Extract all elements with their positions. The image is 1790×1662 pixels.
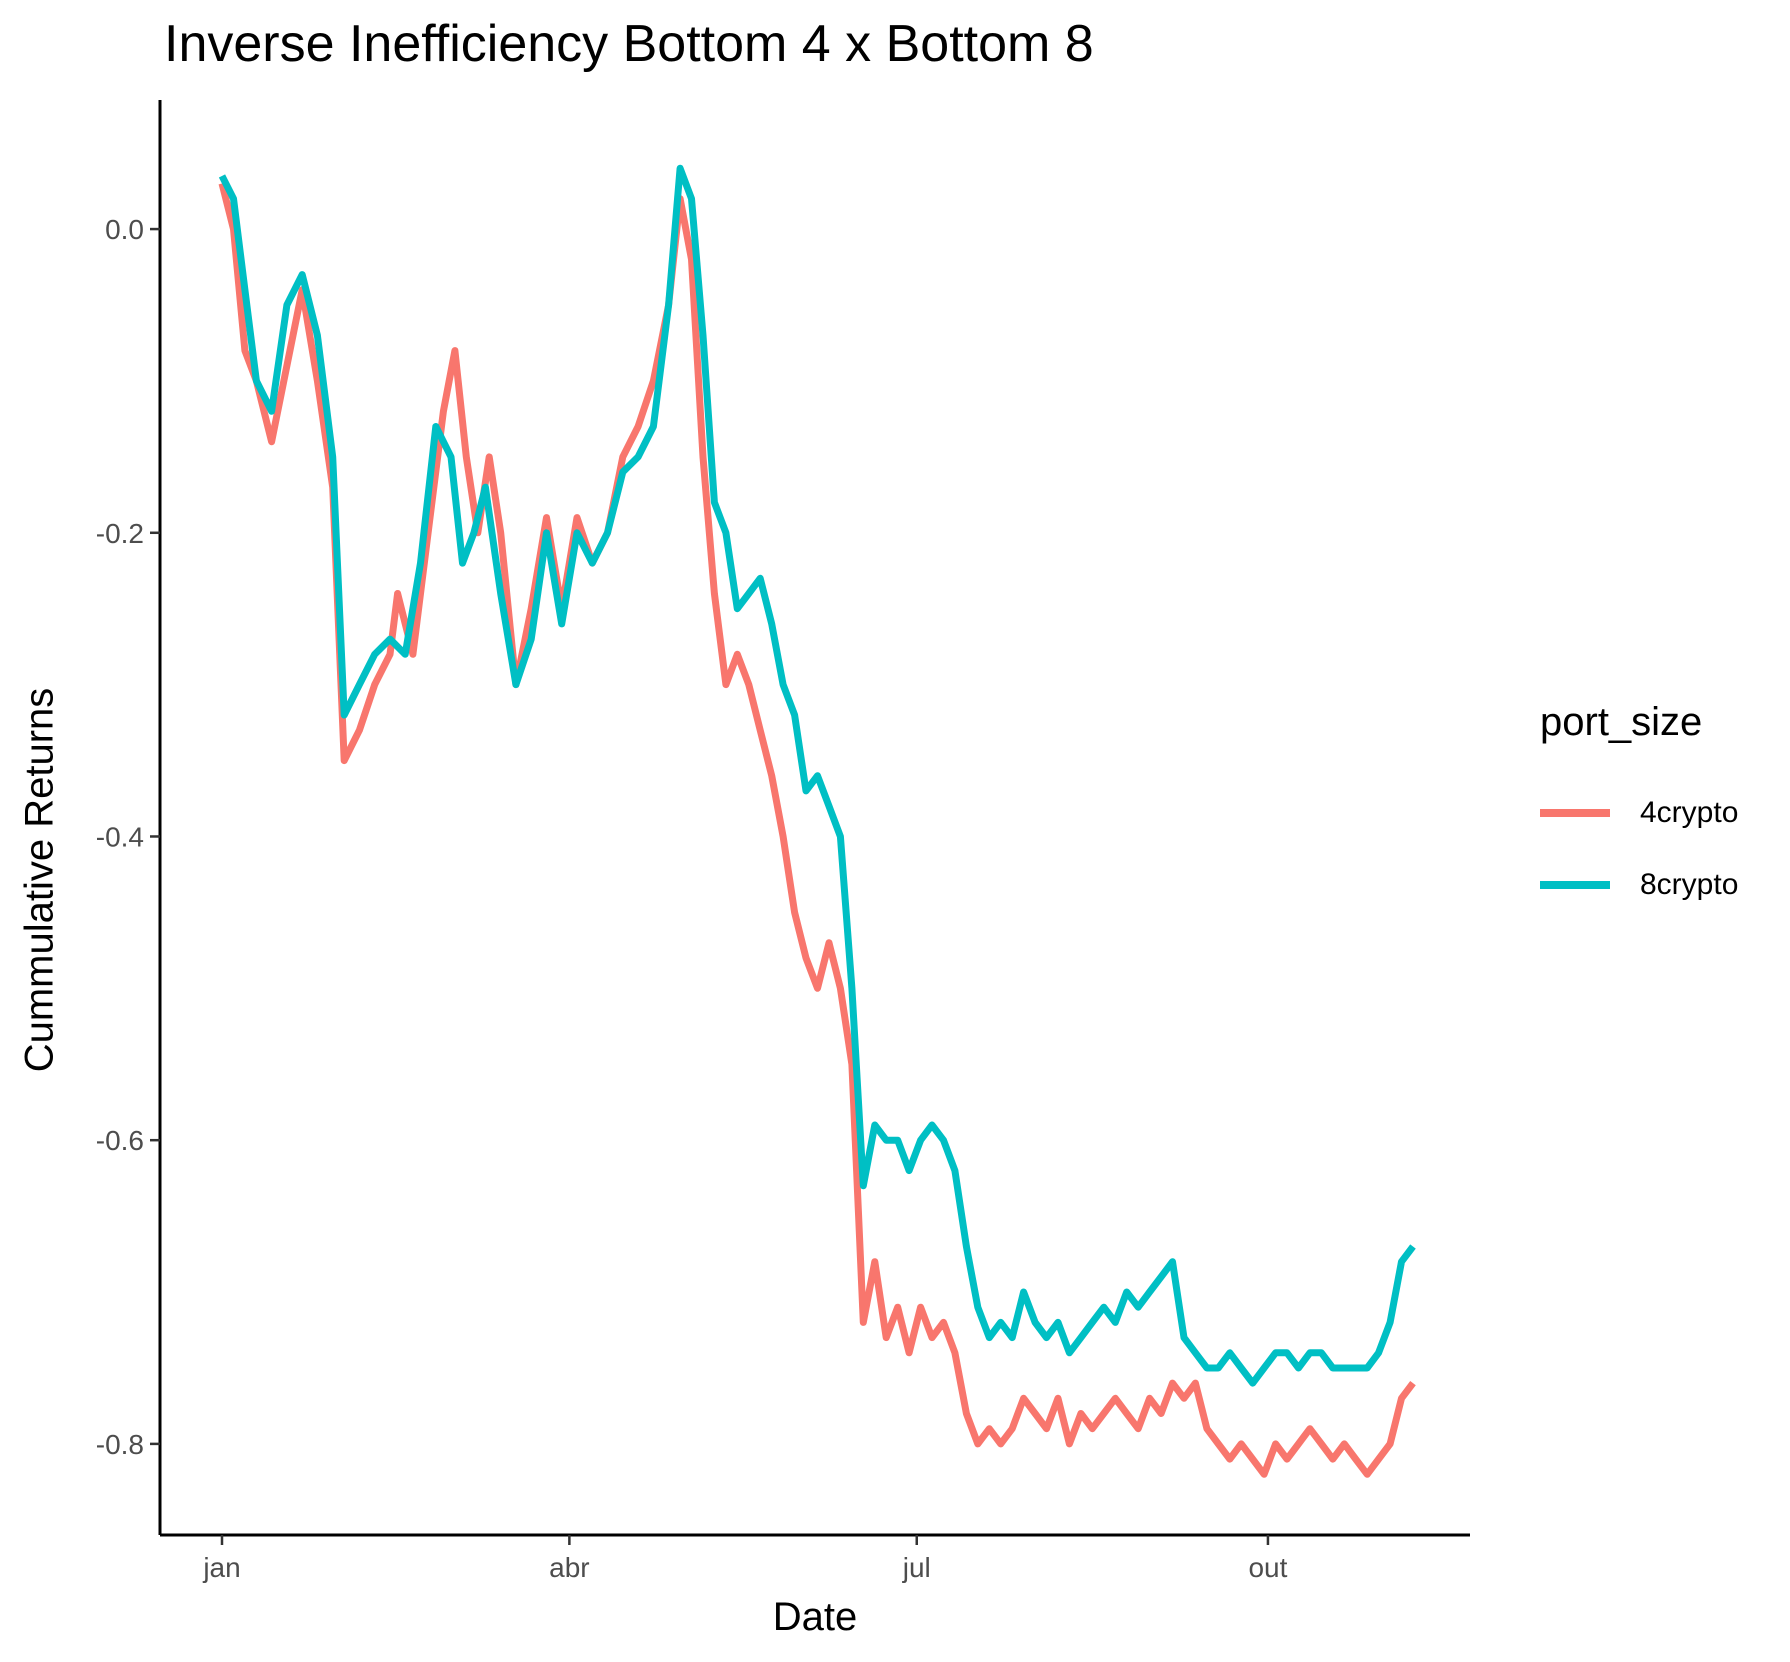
legend-label-8crypto: 8crypto [1640, 868, 1739, 901]
y-tick-label: -0.6 [96, 1125, 144, 1156]
series-line-8crypto [218, 164, 1416, 1387]
legend-key-4crypto [1540, 809, 1610, 817]
series-layer [218, 164, 1416, 1478]
series-line-4crypto [218, 182, 1416, 1478]
x-tick-label: out [1248, 1552, 1287, 1583]
legend-item-4crypto: 4crypto [1540, 777, 1738, 849]
x-tick-label: abr [549, 1552, 589, 1583]
legend-title: port_size [1540, 700, 1703, 744]
chart-title: Inverse Inefficiency Bottom 4 x Bottom 8 [164, 15, 1094, 73]
x-tick-label: jul [902, 1552, 931, 1583]
legend-key-8crypto [1540, 881, 1610, 889]
legend: port_size 4crypto 8crypto [1540, 700, 1738, 921]
axis-layer: 0.0 -0.2 -0.4 -0.6 -0.8 jan abr jul out [96, 100, 1470, 1583]
y-tick-label: 0.0 [105, 214, 144, 245]
legend-item-8crypto: 8crypto [1540, 849, 1738, 921]
y-tick-label: -0.2 [96, 518, 144, 549]
x-tick-label: jan [202, 1552, 240, 1583]
y-tick-label: -0.4 [96, 821, 144, 852]
y-tick-label: -0.8 [96, 1429, 144, 1460]
legend-label-4crypto: 4crypto [1640, 796, 1739, 829]
x-axis-label: Date [772, 1595, 858, 1639]
